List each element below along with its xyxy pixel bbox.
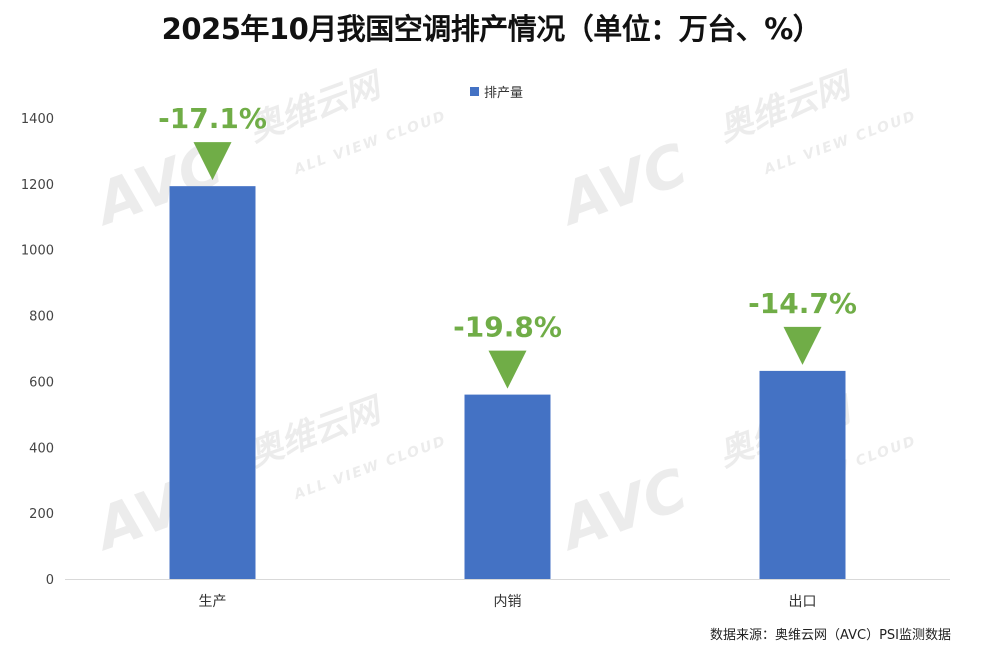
bar <box>759 370 846 579</box>
change-label: -14.7% <box>748 287 857 320</box>
y-tick-label: 800 <box>29 310 54 325</box>
source-note: 数据来源：奥维云网（AVC）PSI监测数据 <box>710 628 951 643</box>
x-tick-label: 生产 <box>199 594 227 610</box>
x-tick-label: 出口 <box>789 594 817 610</box>
y-tick-label: 1200 <box>21 178 54 193</box>
y-tick-label: 1400 <box>21 112 54 127</box>
bar <box>169 186 256 579</box>
bar <box>464 394 551 579</box>
down-arrow-icon <box>783 326 822 365</box>
y-tick-label: 600 <box>29 375 54 390</box>
y-tick-label: 0 <box>46 573 54 588</box>
y-tick-label: 400 <box>29 441 54 456</box>
y-tick-label: 200 <box>29 507 54 522</box>
change-label: -19.8% <box>453 311 562 344</box>
chart-title: 2025年10月我国空调排产情况（单位：万台、%） <box>161 12 822 46</box>
legend-label: 排产量 <box>484 86 524 101</box>
down-arrow-icon <box>193 142 232 181</box>
change-label: -17.1% <box>158 102 267 135</box>
down-arrow-icon <box>488 350 527 389</box>
x-tick-label: 内销 <box>494 594 522 610</box>
legend-swatch <box>470 87 479 96</box>
legend: 排产量 <box>470 82 523 101</box>
y-tick-label: 1000 <box>21 244 54 259</box>
